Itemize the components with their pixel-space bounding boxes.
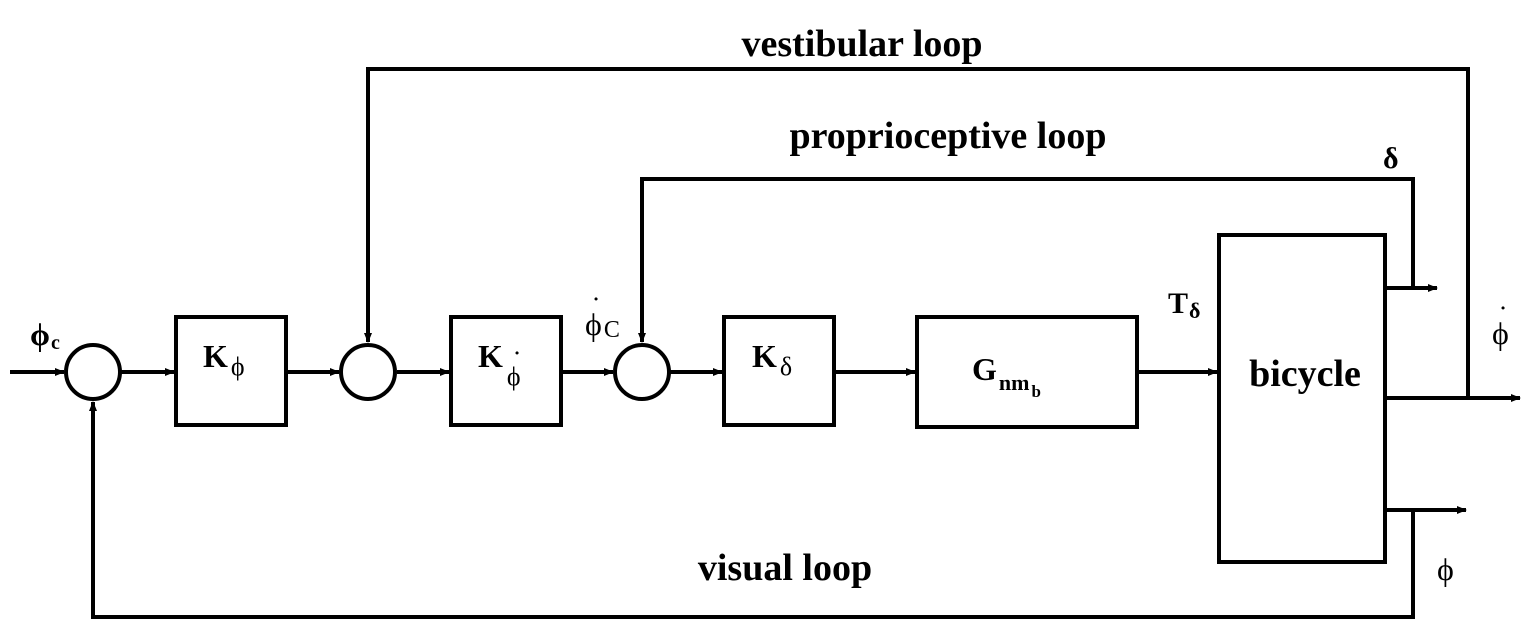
k-phidot-block	[449, 315, 563, 427]
g-nm-label: Gnm b	[972, 351, 1041, 401]
visual-loop-line	[89, 401, 1415, 619]
k-phidot-dot: ˙	[512, 345, 522, 378]
phi-c-label: ϕc	[30, 316, 60, 354]
t-delta-label: Tδ	[1168, 287, 1200, 323]
summing-junction-1	[64, 343, 122, 401]
proprioceptive-loop-line	[638, 177, 1415, 343]
summing-junction-3	[613, 343, 671, 401]
phidot-c-dot: ˙	[591, 291, 601, 324]
proprioceptive-loop-label: proprioceptive loop	[789, 115, 1106, 157]
vestibular-loop-label: vestibular loop	[741, 23, 982, 65]
vestibular-loop-line	[364, 67, 1470, 398]
phidot-output-label: ϕ	[1492, 315, 1509, 351]
summing-junction-2	[339, 343, 397, 401]
visual-loop-label: visual loop	[698, 547, 872, 589]
phidot-output-dot: ˙	[1498, 300, 1508, 333]
k-phi-block	[174, 315, 288, 427]
bicycle-label: bicycle	[1249, 353, 1361, 395]
phidot-c-label: ϕC	[585, 306, 620, 343]
k-phidot-label: Kϕ	[478, 338, 521, 391]
bicycle-block	[1217, 233, 1387, 564]
delta-output-label: δ	[1383, 142, 1399, 175]
g-nm-block	[915, 315, 1139, 429]
phi-output-label: ϕ	[1437, 551, 1454, 587]
k-delta-block	[722, 315, 836, 427]
